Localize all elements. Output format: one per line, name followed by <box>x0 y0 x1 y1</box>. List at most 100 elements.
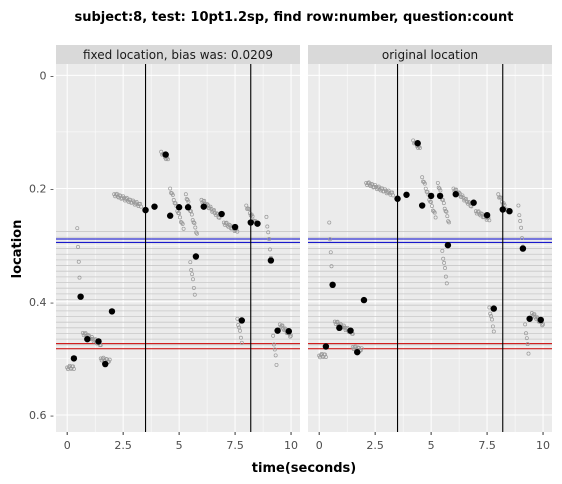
fixation-point <box>360 296 368 304</box>
raw-gaze-sample <box>272 347 277 352</box>
fixation-point <box>184 204 192 211</box>
raw-gaze-sample <box>274 362 279 367</box>
raw-gaze-sample <box>328 237 332 242</box>
x-tick-label: 10 <box>284 439 298 452</box>
fixation-point <box>70 355 78 362</box>
raw-gaze-sample <box>438 188 443 193</box>
fixation-point <box>175 204 183 211</box>
x-tick-label: 2.5 <box>366 439 384 452</box>
fixation-point <box>336 324 343 332</box>
raw-gaze-sample <box>430 204 434 208</box>
raw-gaze-sample <box>490 324 495 329</box>
raw-gaze-sample <box>204 201 209 206</box>
fixation-point <box>231 223 239 231</box>
facet-panel-original: original location <box>308 45 552 432</box>
fixation-point <box>247 219 254 226</box>
raw-gaze-sample <box>237 325 242 330</box>
raw-gaze-sample <box>268 247 272 252</box>
fixation-point <box>274 327 281 334</box>
x-tick-label: 5 <box>428 439 435 452</box>
raw-gaze-sample <box>441 256 446 261</box>
fixation-point <box>285 328 293 335</box>
x-tick-label: 0 <box>316 439 323 452</box>
raw-gaze-sample <box>184 196 189 201</box>
raw-gaze-sample <box>440 248 445 253</box>
plot-area-fixed <box>56 64 300 432</box>
raw-gaze-sample <box>288 334 293 339</box>
plot-area-original <box>308 64 552 432</box>
raw-gaze-sample <box>372 185 377 189</box>
fixation-point <box>254 220 261 227</box>
raw-gaze-sample <box>329 264 334 269</box>
raw-gaze-sample <box>190 218 195 223</box>
raw-gaze-sample <box>191 277 195 282</box>
raw-gaze-sample <box>283 326 287 331</box>
raw-gaze-sample <box>238 328 242 333</box>
fixation-point <box>238 317 245 324</box>
fixation-point <box>347 327 354 334</box>
raw-gaze-sample <box>332 319 337 324</box>
x-tick-label: 7.5 <box>226 439 244 452</box>
raw-gaze-sample <box>391 193 396 198</box>
raw-gaze-sample <box>444 209 449 214</box>
fixation-point <box>166 212 174 219</box>
raw-gaze-sample <box>267 237 272 242</box>
raw-gaze-sample <box>443 265 447 270</box>
fixation-point <box>322 343 330 350</box>
fixation-point <box>414 140 421 147</box>
raw-gaze-sample <box>190 272 195 277</box>
raw-gaze-sample <box>359 346 364 351</box>
raw-gaze-sample <box>189 268 194 273</box>
raw-gaze-sample <box>193 225 198 230</box>
y-axis: 0 - 0.2 - 0.4 - 0.6 - <box>29 69 54 422</box>
raw-gaze-sample <box>517 213 522 218</box>
fixation-point <box>526 315 533 322</box>
fixation-point <box>418 202 426 209</box>
raw-gaze-sample <box>122 196 127 201</box>
raw-gaze-sample <box>244 203 249 208</box>
raw-gaze-sample <box>526 351 531 356</box>
fixation-point <box>95 338 102 345</box>
raw-gaze-sample <box>76 259 81 264</box>
fixation-point <box>77 293 84 300</box>
raw-gaze-sample <box>487 218 492 223</box>
raw-gaze-sample <box>289 333 293 338</box>
fixation-point <box>506 208 513 215</box>
raw-gaze-sample <box>221 220 226 225</box>
strip-label-fixed: fixed location, bias was: 0.0209 <box>83 48 273 62</box>
raw-gaze-sample <box>183 192 188 197</box>
raw-gaze-sample <box>491 329 496 334</box>
raw-gaze-sample <box>186 199 191 204</box>
raw-gaze-sample <box>541 322 545 327</box>
raw-gaze-sample <box>444 281 449 286</box>
raw-gaze-sample <box>238 335 243 340</box>
raw-gaze-sample <box>112 192 117 197</box>
raw-gaze-sample <box>341 323 346 328</box>
raw-gaze-sample <box>443 274 448 279</box>
raw-gaze-sample <box>71 364 76 369</box>
raw-gaze-sample <box>180 221 185 226</box>
x-tick-label: 10 <box>536 439 550 452</box>
raw-gaze-sample <box>422 181 427 186</box>
raw-gaze-sample <box>488 311 493 316</box>
fixation-point <box>394 195 401 202</box>
raw-gaze-sample <box>525 342 530 347</box>
raw-gaze-sample <box>473 209 478 214</box>
fixation-point <box>200 203 207 210</box>
raw-gaze-sample <box>520 236 524 241</box>
raw-gaze-sample <box>374 184 379 189</box>
raw-gaze-sample <box>271 333 276 338</box>
x-axis: 0 2.5 5 7.5 10 0 2.5 5 7.5 10 <box>64 432 550 452</box>
y-axis-title: location <box>10 220 25 279</box>
panel-background <box>308 64 552 432</box>
raw-gaze-sample <box>445 214 450 219</box>
fixation-point <box>490 305 497 312</box>
raw-gaze-sample <box>264 214 269 219</box>
fixation-point <box>108 308 116 315</box>
raw-gaze-sample <box>435 180 440 185</box>
raw-gaze-sample <box>433 215 438 220</box>
fixation-point <box>537 316 545 324</box>
raw-gaze-sample <box>420 175 425 180</box>
fixation-point <box>84 335 91 343</box>
